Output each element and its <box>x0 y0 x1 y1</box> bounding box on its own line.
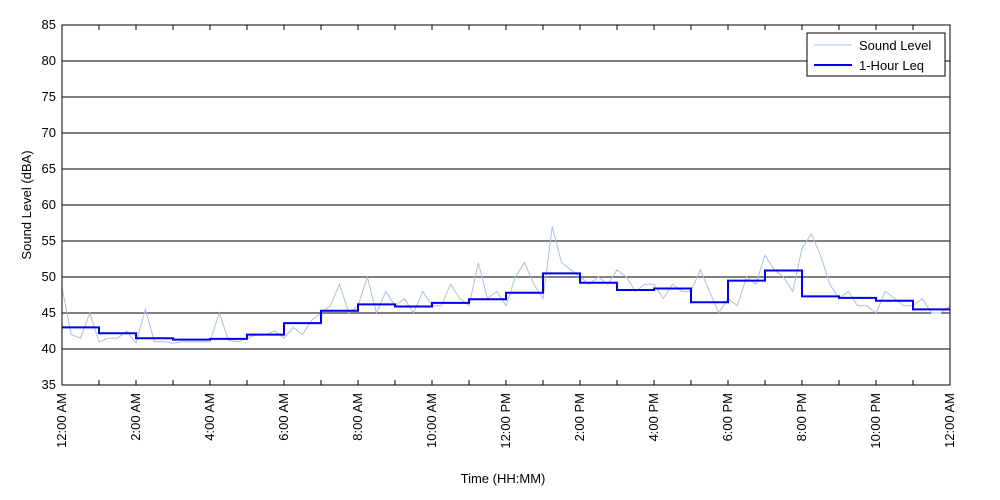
y-tick-label: 85 <box>42 17 56 32</box>
x-axis-ticks: 12:00 AM 2:00 AM 4:00 AM 6:00 AM 8:00 AM 10:0… <box>54 25 957 449</box>
legend-box <box>806 32 946 77</box>
y-tick-label: 80 <box>42 53 56 68</box>
series-leq-step-line <box>62 269 950 341</box>
y-tick-label: 50 <box>42 269 56 284</box>
y-axis-ticks: 35 40 45 50 55 60 65 70 75 80 85 <box>42 17 68 392</box>
y-tick-label: 75 <box>42 89 56 104</box>
x-tick-label: 12:00 AM <box>54 393 69 448</box>
x-tick-label: 12:00 AM <box>942 393 957 448</box>
x-tick-label: 10:00 AM <box>424 393 439 448</box>
series-layer <box>61 226 951 345</box>
legend-label-leq: 1-Hour Leq <box>859 58 924 73</box>
legend: Sound Level 1-Hour Leq <box>806 32 946 77</box>
y-tick-label: 60 <box>42 197 56 212</box>
x-tick-label: 4:00 PM <box>646 393 661 441</box>
series-sound-level-line <box>61 226 951 345</box>
legend-label-sound-level: Sound Level <box>859 38 931 53</box>
y-tick-label: 40 <box>42 341 56 356</box>
y-tick-label: 70 <box>42 125 56 140</box>
x-tick-label: 8:00 PM <box>794 393 809 441</box>
x-tick-label: 10:00 PM <box>868 393 883 449</box>
y-tick-label: 45 <box>42 305 56 320</box>
plot-frame <box>61 24 951 386</box>
y-axis-label: Sound Level (dBA) <box>19 150 34 259</box>
y-tick-label: 65 <box>42 161 56 176</box>
x-tick-label: 6:00 AM <box>276 393 291 441</box>
x-tick-label: 2:00 AM <box>128 393 143 441</box>
x-tick-label: 2:00 PM <box>572 393 587 441</box>
x-tick-label: 8:00 AM <box>350 393 365 441</box>
y-tick-label: 55 <box>42 233 56 248</box>
x-tick-label: 6:00 PM <box>720 393 735 441</box>
y-tick-label: 35 <box>42 377 56 392</box>
x-tick-label: 4:00 AM <box>202 393 217 441</box>
x-tick-label: 12:00 PM <box>498 393 513 449</box>
x-axis-label: Time (HH:MM) <box>461 471 546 486</box>
